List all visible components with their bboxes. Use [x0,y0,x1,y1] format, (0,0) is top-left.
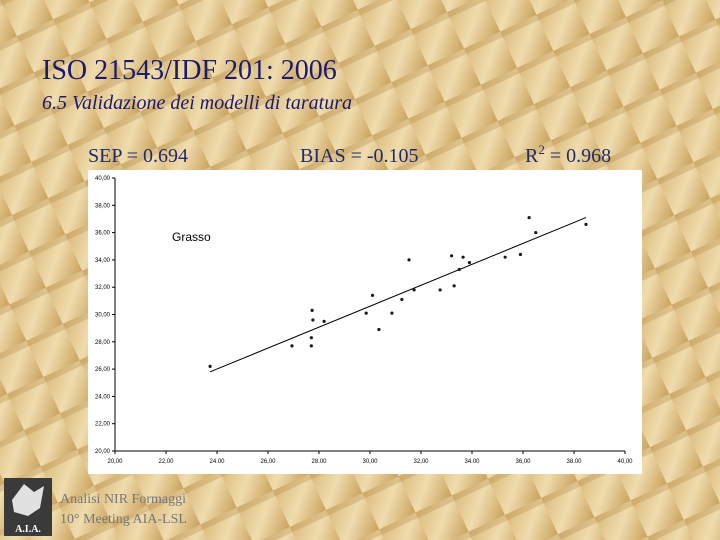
y-tick-label: 32,00 [95,285,111,291]
r2-exp: 2 [538,142,545,157]
x-tick-label: 34.00 [464,459,480,465]
x-tick-label: 24.00 [209,459,225,465]
x-tick-label: 32,00 [413,459,429,465]
stat-sep: SEP = 0.694 [88,145,188,167]
point [467,261,472,265]
point [452,284,456,288]
chart-panel [88,170,642,474]
x-tick-label: 22,00 [158,459,174,465]
point [322,319,326,323]
point [208,364,212,368]
y-tick-label: 26,00 [95,367,111,373]
point [534,231,538,235]
point [518,252,523,257]
slide-subtitle: 6.5 Validazione dei modelli di taratura [42,92,352,114]
r2-base: R [525,145,539,167]
logo-text: A.I.A. [15,524,41,535]
annotation: Grasso [172,230,211,244]
point [370,293,375,297]
y-tick-label: 20,00 [95,449,111,455]
x-tick-label: 28.00 [311,459,327,465]
y-tick-label: 28,00 [95,340,111,346]
stat-r2: R2 = 0.968 [525,142,611,167]
slide-title: ISO 21543/IDF 201: 2006 [42,55,337,86]
y-tick-label: 36,00 [95,231,111,237]
point [450,254,454,258]
plot: 20,00 22,00 24,00 26,00 28,00 30,00 32,00 34,00… [95,176,633,465]
point [311,318,315,322]
y-tick-label: 34,00 [95,258,111,264]
x-tick-label: 30,00 [362,459,378,465]
footer-line: Analisi NIR Formaggi [60,492,186,507]
point [503,255,507,259]
x-tick-label: 40,00 [617,459,633,465]
point [527,215,531,220]
point [309,344,313,348]
point [461,255,465,259]
point [407,258,411,262]
point [290,344,294,348]
point [364,311,368,315]
point [377,327,381,332]
point [438,288,442,292]
x-tick-label: 20,00 [107,459,123,465]
point [400,297,404,302]
footer-line: 10° Meeting AIA-LSL [60,512,187,527]
r2-rest: = 0.968 [545,145,611,167]
point [309,336,313,340]
point [457,267,461,272]
point [310,308,314,313]
x-tick-label: 26,00 [260,459,276,465]
logo-shape [12,484,44,516]
x-tick-label: 38.00 [566,459,582,465]
point [412,288,416,292]
y-tick-label: 24,00 [95,394,111,400]
y-tick-label: 30,00 [95,313,111,319]
y-tick-label: 22,00 [95,422,111,428]
stat-bias: BIAS = -0.105 [300,145,419,167]
point [390,311,394,315]
y-tick-label: 38,00 [95,203,111,209]
fit-line [209,217,587,373]
point [584,222,588,227]
y-tick-label: 40,00 [95,176,111,182]
x-tick-label: 36,00 [515,459,531,465]
